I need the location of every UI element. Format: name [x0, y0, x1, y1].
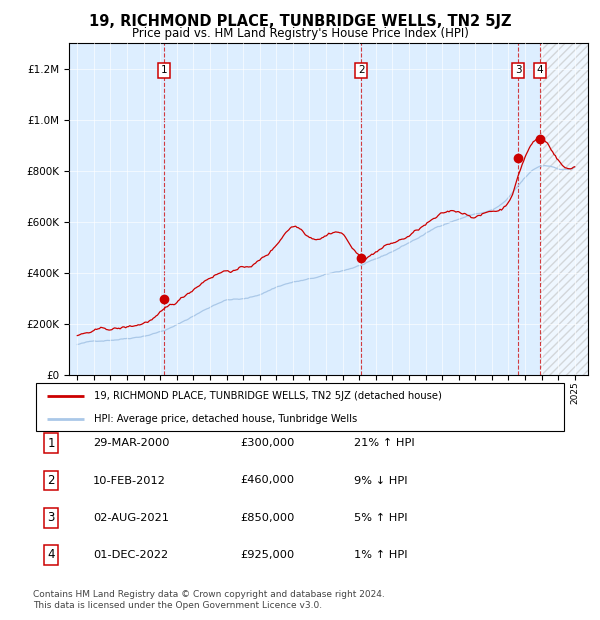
Text: £850,000: £850,000 [240, 513, 295, 523]
Text: 5% ↑ HPI: 5% ↑ HPI [354, 513, 407, 523]
Text: 1: 1 [161, 65, 167, 75]
Text: 3: 3 [515, 65, 521, 75]
Text: Price paid vs. HM Land Registry's House Price Index (HPI): Price paid vs. HM Land Registry's House … [131, 27, 469, 40]
Text: 1% ↑ HPI: 1% ↑ HPI [354, 550, 407, 560]
Bar [540, 43, 588, 375]
Text: Contains HM Land Registry data © Crown copyright and database right 2024.: Contains HM Land Registry data © Crown c… [33, 590, 385, 600]
Text: £300,000: £300,000 [240, 438, 295, 448]
Text: 9% ↓ HPI: 9% ↓ HPI [354, 476, 407, 485]
Text: 19, RICHMOND PLACE, TUNBRIDGE WELLS, TN2 5JZ (detached house): 19, RICHMOND PLACE, TUNBRIDGE WELLS, TN2… [94, 391, 442, 401]
Text: 19, RICHMOND PLACE, TUNBRIDGE WELLS, TN2 5JZ: 19, RICHMOND PLACE, TUNBRIDGE WELLS, TN2… [89, 14, 511, 29]
Text: 4: 4 [47, 549, 55, 561]
Text: This data is licensed under the Open Government Licence v3.0.: This data is licensed under the Open Gov… [33, 601, 322, 611]
Text: 21% ↑ HPI: 21% ↑ HPI [354, 438, 415, 448]
Text: 10-FEB-2012: 10-FEB-2012 [93, 476, 166, 485]
Text: £460,000: £460,000 [240, 476, 294, 485]
Text: 2: 2 [358, 65, 364, 75]
Text: 3: 3 [47, 512, 55, 524]
Text: 29-MAR-2000: 29-MAR-2000 [93, 438, 170, 448]
Text: 01-DEC-2022: 01-DEC-2022 [93, 550, 168, 560]
FancyBboxPatch shape [36, 383, 564, 431]
Text: 02-AUG-2021: 02-AUG-2021 [93, 513, 169, 523]
Text: £925,000: £925,000 [240, 550, 294, 560]
Text: 1: 1 [47, 437, 55, 450]
Text: 4: 4 [537, 65, 544, 75]
Text: 2: 2 [47, 474, 55, 487]
Text: HPI: Average price, detached house, Tunbridge Wells: HPI: Average price, detached house, Tunb… [94, 414, 358, 424]
